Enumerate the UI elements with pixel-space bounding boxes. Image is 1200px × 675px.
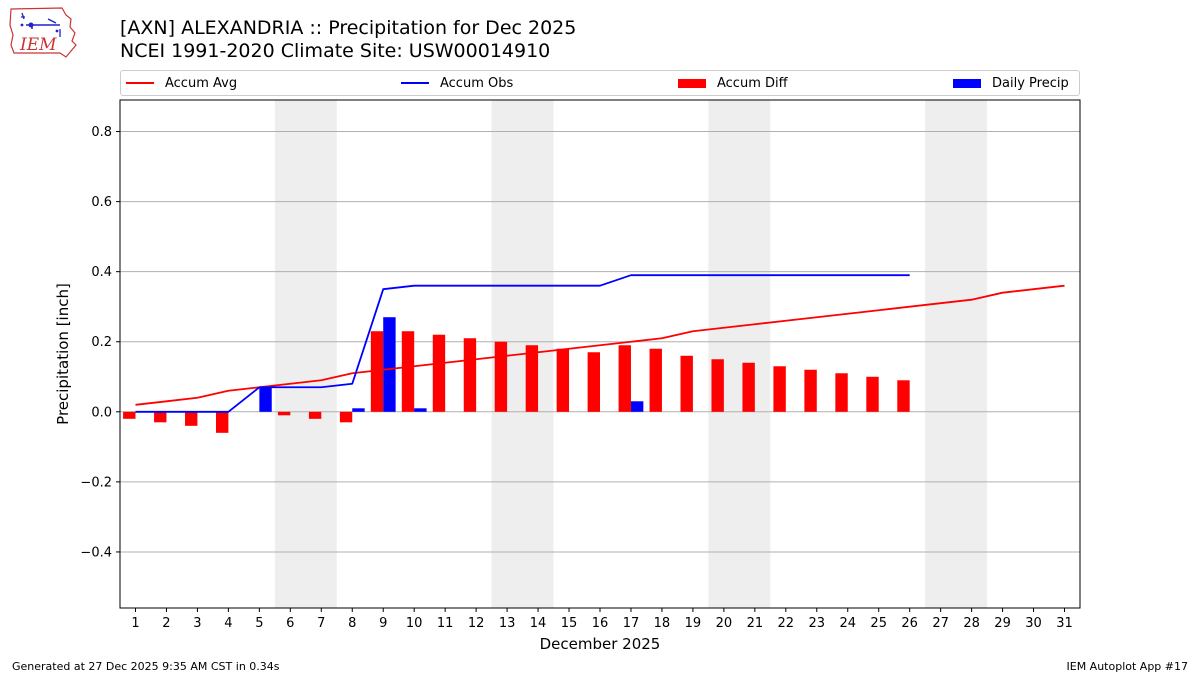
x-tick-label: 26 (901, 616, 918, 631)
x-tick-label: 31 (1056, 616, 1073, 631)
accum-diff-bar (339, 411, 353, 423)
x-tick-label: 11 (437, 616, 454, 631)
accum-diff-bar (277, 411, 291, 416)
x-tick-label: 1 (131, 616, 139, 631)
legend-swatch-daily-precip (953, 78, 981, 88)
x-tick-label: 8 (348, 616, 356, 631)
daily-precip-bar (383, 317, 396, 412)
x-tick-label: 14 (530, 616, 547, 631)
legend-item-accum-avg: Accum Avg (126, 71, 237, 95)
weekend-shade (708, 100, 771, 608)
accum-diff-bar (773, 366, 786, 412)
x-tick-label: 5 (255, 616, 263, 631)
x-tick-label: 29 (994, 616, 1011, 631)
accum-diff-bar (185, 411, 198, 426)
chart-title: [AXN] ALEXANDRIA :: Precipitation for De… (120, 17, 577, 39)
x-tick-label: 13 (499, 616, 516, 631)
legend-swatch-accum-avg (126, 82, 154, 84)
legend-item-accum-obs: Accum Obs (401, 71, 513, 95)
legend-item-daily-precip: Daily Precip (953, 71, 1069, 95)
line-series (135, 274, 1065, 413)
x-tick-label: 21 (747, 616, 764, 631)
x-tick-label: 15 (561, 616, 578, 631)
x-tick-label: 3 (193, 616, 201, 631)
x-tick-label: 16 (592, 616, 609, 631)
legend-label-accum-avg: Accum Avg (165, 75, 238, 91)
accum-obs-line (135, 274, 910, 413)
x-axis-label: December 2025 (540, 635, 661, 653)
x-tick-label: 28 (963, 616, 980, 631)
weekend-shade (274, 100, 337, 608)
legend-label-accum-diff: Accum Diff (717, 75, 788, 91)
x-tick-label: 20 (716, 616, 733, 631)
y-tick-label: 0.8 (91, 125, 112, 140)
app-label: IEM Autoplot App #17 (1066, 660, 1189, 673)
accum-diff-bar (680, 355, 693, 412)
accum-diff-bar (866, 376, 879, 412)
accum-diff-bar (123, 411, 136, 419)
y-tick-label: 0.0 (91, 405, 112, 420)
x-tick-label: 10 (406, 616, 423, 631)
x-tick-label: 30 (1025, 616, 1042, 631)
x-tick-label: 9 (379, 616, 387, 631)
accum-diff-bar (804, 369, 817, 412)
x-tick-label: 17 (623, 616, 640, 631)
accum-diff-bar (401, 331, 415, 412)
accum-diff-bar (742, 362, 755, 412)
accum-diff-bar (494, 341, 508, 412)
accum-diff-bar (649, 348, 662, 412)
x-tick-label: 25 (870, 616, 887, 631)
x-tick-label: 24 (839, 616, 856, 631)
generated-timestamp: Generated at 27 Dec 2025 9:35 AM CST in … (12, 660, 280, 673)
chart-subtitle: NCEI 1991-2020 Climate Site: USW00014910 (120, 40, 551, 62)
x-tick-label: 12 (468, 616, 485, 631)
accum-diff-bar (711, 359, 724, 412)
gridlines (120, 131, 1080, 553)
x-tick-label: 18 (654, 616, 671, 631)
accum-avg-line (135, 284, 1065, 406)
y-tick-label: 0.6 (91, 195, 112, 210)
x-tick-label: 6 (286, 616, 294, 631)
x-tick-label: 7 (317, 616, 325, 631)
y-tick-label: 0.4 (91, 265, 112, 280)
axes: −0.4−0.20.00.20.40.60.81 2 3 4 5 6 7 8 9 10 11 12 13… (80, 125, 1072, 631)
x-tick-label: 23 (809, 616, 826, 631)
y-axis-label: Precipitation [inch] (54, 283, 72, 425)
accum-diff-bar (432, 334, 446, 412)
x-tick-label: 19 (685, 616, 702, 631)
legend-item-accum-diff: Accum Diff (678, 71, 788, 95)
accum-diff-bar (587, 352, 600, 412)
logo-text: IEM (19, 35, 57, 55)
accum-diff-bar (216, 411, 229, 433)
daily-precip-bar (259, 387, 272, 412)
accum-diff-bar (154, 411, 167, 423)
legend-swatch-accum-obs (401, 82, 429, 84)
y-tick-label: 0.2 (91, 335, 112, 350)
x-tick-label: 2 (162, 616, 170, 631)
x-tick-label: 4 (224, 616, 232, 631)
legend-label-accum-obs: Accum Obs (440, 75, 514, 91)
accum-diff-bar (897, 380, 910, 412)
accum-diff-bar (835, 373, 848, 412)
x-tick-label: 27 (932, 616, 949, 631)
daily-precip-bar (352, 408, 365, 412)
legend-label-daily-precip: Daily Precip (992, 75, 1069, 91)
accum-diff-bar (556, 348, 570, 412)
weekend-shade (925, 100, 988, 608)
accum-diff-bar (463, 338, 477, 412)
y-tick-label: −0.2 (80, 475, 112, 490)
legend-swatch-accum-diff (678, 78, 706, 88)
accum-diff-bar (308, 411, 322, 419)
accum-diff-bar (370, 331, 384, 412)
legend: Accum Avg Accum Obs Accum Diff Daily Pre… (120, 70, 1080, 96)
daily-precip-bar (414, 408, 427, 412)
daily-precip-bar (630, 401, 644, 412)
bar-series (123, 317, 910, 433)
y-tick-label: −0.4 (80, 545, 112, 560)
accum-diff-bar (525, 345, 539, 412)
iem-logo: IEM (9, 7, 77, 58)
accum-diff-bar (618, 345, 631, 412)
x-tick-label: 22 (778, 616, 795, 631)
